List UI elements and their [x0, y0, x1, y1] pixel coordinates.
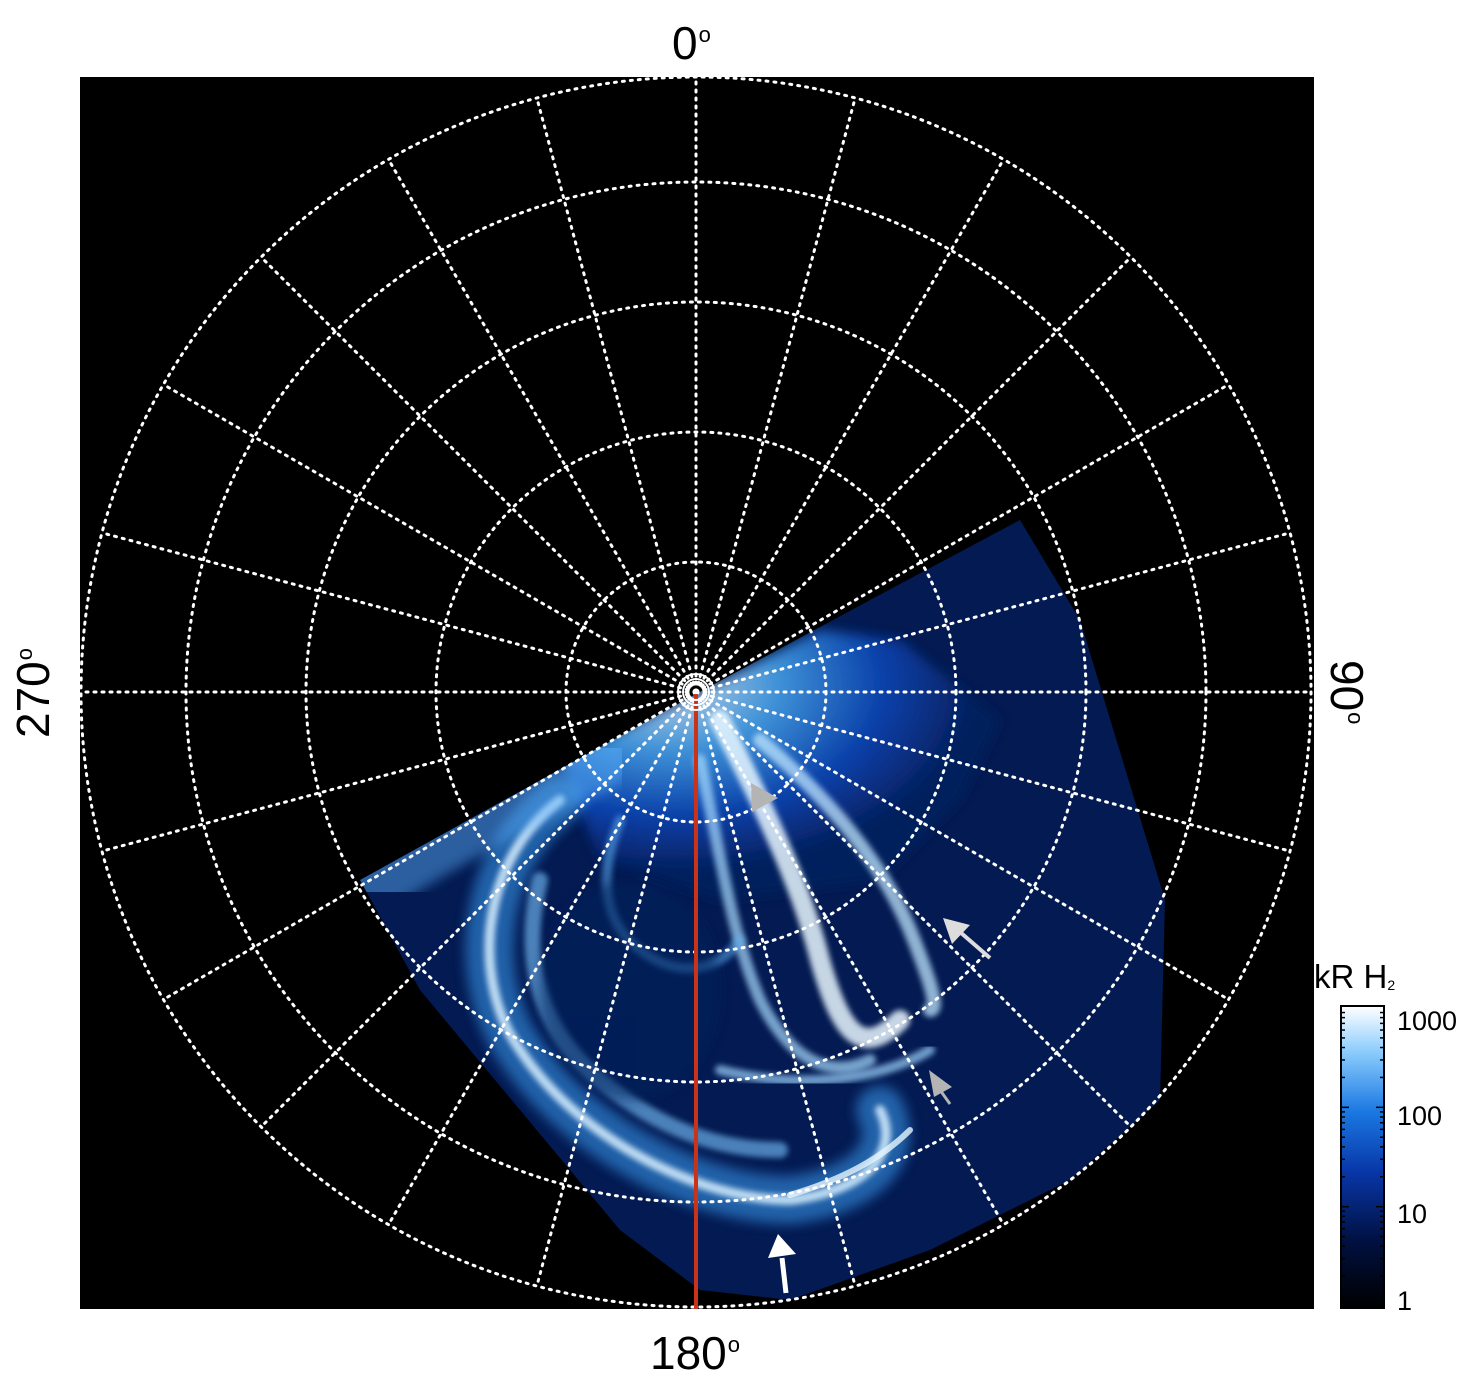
annotation-arrow-white-1	[768, 1234, 796, 1294]
colorbar-tick-10: 10	[1397, 1199, 1428, 1229]
longitude-label-180: 180o	[650, 1327, 740, 1379]
longitude-line	[694, 383, 1231, 694]
longitude-line	[694, 690, 1133, 1129]
longitude-line	[161, 690, 698, 1001]
longitude-line	[535, 96, 698, 694]
longitude-line	[694, 690, 1231, 1001]
annotation-arrowhead-gray-1	[751, 783, 778, 812]
colorbar-tick-1: 1	[1397, 1286, 1413, 1316]
colorbar-tick-100: 100	[1397, 1101, 1443, 1131]
longitude-line	[259, 690, 698, 1129]
longitude-line	[694, 96, 857, 694]
longitude-line	[694, 690, 1292, 853]
longitude-line	[161, 383, 698, 694]
longitude-line	[100, 531, 698, 694]
longitude-line	[387, 690, 698, 1227]
longitude-line	[100, 690, 698, 853]
latitude-circle	[304, 300, 1088, 1084]
longitude-line	[694, 690, 1005, 1227]
longitude-line	[694, 255, 1133, 694]
longitude-line	[535, 690, 698, 1288]
annotation-arrow-white-2	[943, 918, 992, 960]
colorbar	[1340, 1005, 1385, 1309]
longitude-line	[387, 157, 698, 694]
longitude-line	[694, 531, 1292, 694]
latitude-longitude-grid	[80, 77, 1313, 1309]
longitude-line	[694, 690, 857, 1288]
longitude-label-0: 0o	[672, 17, 711, 69]
annotation-arrowhead-gray-2	[929, 1070, 952, 1105]
colorbar-tick-1000: 1000	[1397, 1006, 1458, 1036]
colorbar-title: kR H2	[1314, 958, 1396, 995]
pole-marker	[677, 673, 715, 711]
longitude-line	[694, 157, 1005, 694]
longitude-line	[259, 255, 698, 694]
latitude-circle	[80, 77, 1313, 1309]
